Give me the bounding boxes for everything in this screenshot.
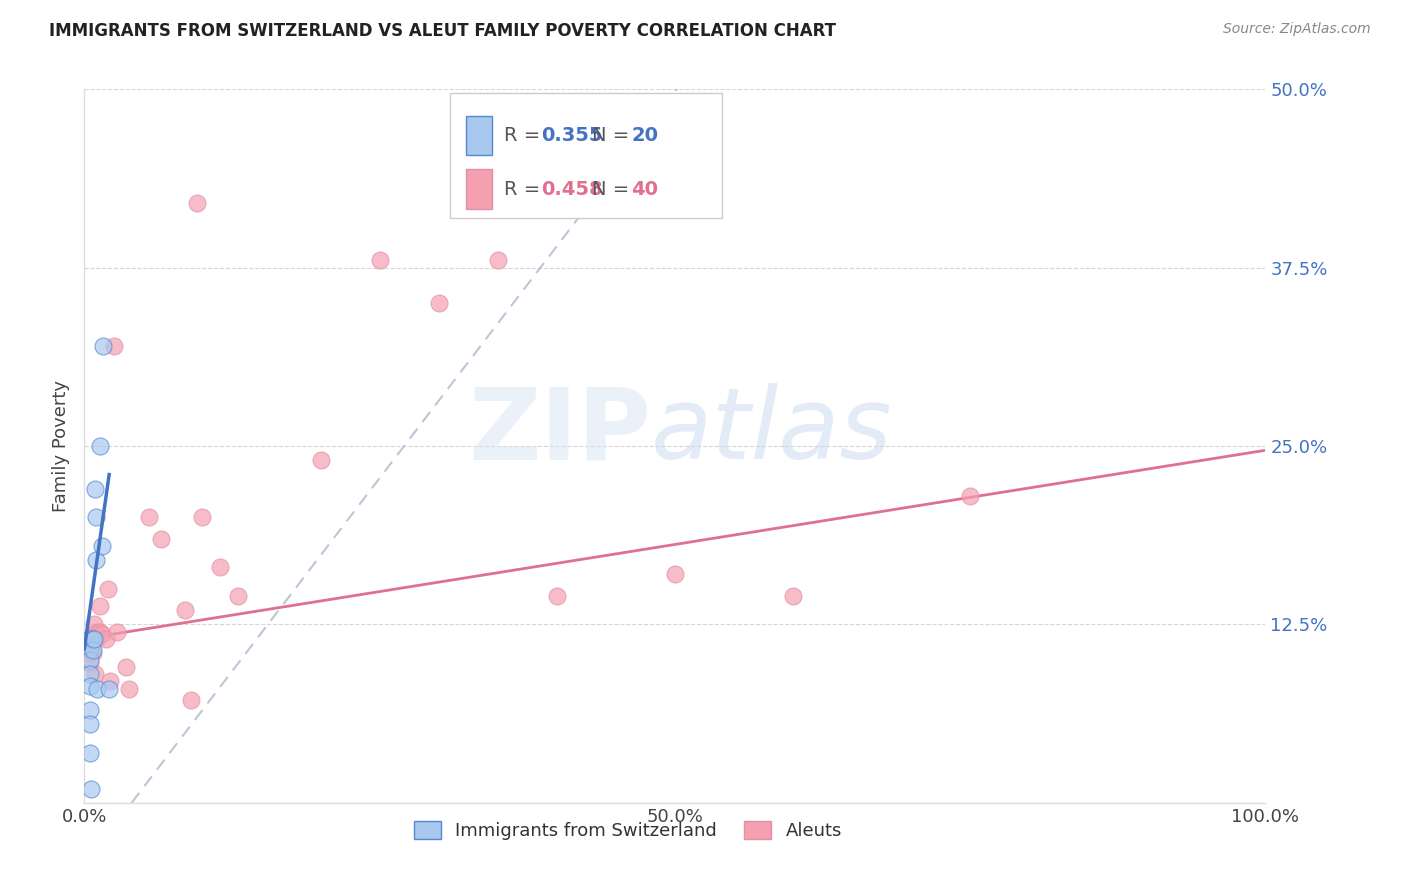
Point <box>91 539 114 553</box>
Point <box>138 510 160 524</box>
Point <box>664 567 686 582</box>
Point <box>98 681 121 696</box>
Legend: Immigrants from Switzerland, Aleuts: Immigrants from Switzerland, Aleuts <box>406 814 849 847</box>
Point <box>91 339 114 353</box>
Point <box>84 510 107 524</box>
Point <box>83 632 105 646</box>
Point <box>89 624 111 639</box>
Point <box>82 646 104 660</box>
Point <box>89 439 111 453</box>
Point <box>79 703 101 717</box>
Text: Source: ZipAtlas.com: Source: ZipAtlas.com <box>1223 22 1371 37</box>
Point <box>546 589 568 603</box>
Point <box>79 746 101 760</box>
Point <box>107 624 129 639</box>
Point <box>91 627 114 641</box>
Point <box>79 632 101 646</box>
Text: R =: R = <box>503 126 546 145</box>
Point <box>191 510 214 524</box>
Text: N =: N = <box>592 179 636 199</box>
Text: ZIP: ZIP <box>468 384 651 480</box>
Point <box>84 667 107 681</box>
Point <box>427 296 450 310</box>
Point <box>77 632 100 646</box>
Text: IMMIGRANTS FROM SWITZERLAND VS ALEUT FAMILY POVERTY CORRELATION CHART: IMMIGRANTS FROM SWITZERLAND VS ALEUT FAM… <box>49 22 837 40</box>
Y-axis label: Family Poverty: Family Poverty <box>52 380 70 512</box>
FancyBboxPatch shape <box>465 116 492 155</box>
Text: 0.458: 0.458 <box>541 179 603 199</box>
Text: R =: R = <box>503 179 546 199</box>
Point <box>79 679 101 693</box>
Point <box>82 632 104 646</box>
Point <box>79 646 101 660</box>
Point <box>79 653 101 667</box>
Point <box>79 639 101 653</box>
Point <box>84 482 107 496</box>
Point <box>77 632 100 646</box>
Text: 40: 40 <box>631 179 658 199</box>
Point <box>118 681 141 696</box>
Point <box>150 532 173 546</box>
Point <box>89 599 111 613</box>
Point <box>84 627 107 641</box>
Point <box>86 681 108 696</box>
Point <box>94 632 117 646</box>
Point <box>226 589 249 603</box>
Point <box>180 693 202 707</box>
Text: 0.355: 0.355 <box>541 126 603 145</box>
Point <box>98 674 121 689</box>
FancyBboxPatch shape <box>465 169 492 209</box>
Point <box>82 643 104 657</box>
Point <box>84 632 107 646</box>
Point <box>80 632 103 646</box>
FancyBboxPatch shape <box>450 93 723 218</box>
Text: 20: 20 <box>631 126 658 145</box>
Point <box>186 196 208 211</box>
Text: N =: N = <box>592 126 636 145</box>
Point <box>782 589 804 603</box>
Point <box>79 717 101 731</box>
Point <box>84 553 107 567</box>
Point <box>103 339 125 353</box>
Point <box>79 667 101 681</box>
Point <box>209 560 232 574</box>
Point <box>114 660 136 674</box>
Point <box>309 453 332 467</box>
Point <box>79 656 101 670</box>
Text: atlas: atlas <box>651 384 893 480</box>
Point <box>83 617 105 632</box>
Point <box>86 624 108 639</box>
Point <box>368 253 391 268</box>
Point <box>486 253 509 268</box>
Point <box>79 632 101 646</box>
Point <box>79 641 101 656</box>
Point <box>173 603 195 617</box>
Point <box>97 582 120 596</box>
Point <box>959 489 981 503</box>
Point <box>80 781 103 796</box>
Point <box>82 632 104 646</box>
